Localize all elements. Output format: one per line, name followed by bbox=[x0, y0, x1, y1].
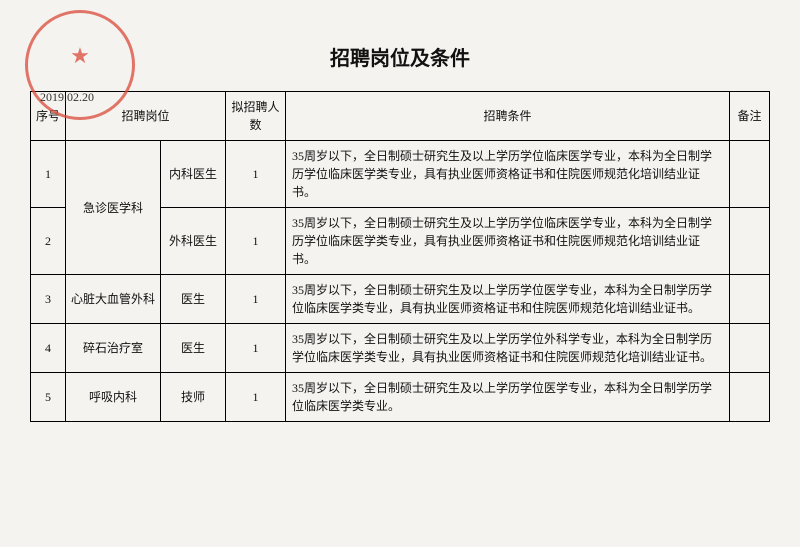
cell-req: 35周岁以下，全日制硕士研究生及以上学历学位医学专业，本科为全日制学历学位临床医… bbox=[286, 275, 730, 324]
cell-req: 35周岁以下，全日制硕士研究生及以上学历学位临床医学专业，本科为全日制学历学位临… bbox=[286, 141, 730, 208]
cell-seq: 3 bbox=[31, 275, 66, 324]
cell-note bbox=[730, 275, 770, 324]
cell-count: 1 bbox=[226, 141, 286, 208]
cell-count: 1 bbox=[226, 324, 286, 373]
cell-count: 1 bbox=[226, 275, 286, 324]
cell-note bbox=[730, 141, 770, 208]
cell-req: 35周岁以下，全日制硕士研究生及以上学历学位医学专业，本科为全日制学历学位临床医… bbox=[286, 373, 730, 422]
table-row: 4 碎石治疗室 医生 1 35周岁以下，全日制硕士研究生及以上学历学位外科学专业… bbox=[31, 324, 770, 373]
table-row: 3 心脏大血管外科 医生 1 35周岁以下，全日制硕士研究生及以上学历学位医学专… bbox=[31, 275, 770, 324]
cell-pos: 医生 bbox=[161, 275, 226, 324]
cell-req: 35周岁以下，全日制硕士研究生及以上学历学位临床医学专业，本科为全日制学历学位临… bbox=[286, 208, 730, 275]
cell-seq: 2 bbox=[31, 208, 66, 275]
cell-count: 1 bbox=[226, 208, 286, 275]
recruitment-table: 序号 招聘岗位 拟招聘人数 招聘条件 备注 1 急诊医学科 内科医生 1 35周… bbox=[30, 91, 770, 422]
cell-req: 35周岁以下，全日制硕士研究生及以上学历学位外科学专业，本科为全日制学历学位临床… bbox=[286, 324, 730, 373]
cell-dept: 心脏大血管外科 bbox=[66, 275, 161, 324]
header-note: 备注 bbox=[730, 92, 770, 141]
cell-note bbox=[730, 324, 770, 373]
table-row: 1 急诊医学科 内科医生 1 35周岁以下，全日制硕士研究生及以上学历学位临床医… bbox=[31, 141, 770, 208]
table-row: 5 呼吸内科 技师 1 35周岁以下，全日制硕士研究生及以上学历学位医学专业，本… bbox=[31, 373, 770, 422]
header-count: 拟招聘人数 bbox=[226, 92, 286, 141]
cell-note bbox=[730, 208, 770, 275]
cell-seq: 1 bbox=[31, 141, 66, 208]
cell-seq: 5 bbox=[31, 373, 66, 422]
stamp-star-icon: ★ bbox=[70, 43, 90, 69]
cell-pos: 技师 bbox=[161, 373, 226, 422]
cell-pos: 内科医生 bbox=[161, 141, 226, 208]
cell-seq: 4 bbox=[31, 324, 66, 373]
cell-note bbox=[730, 373, 770, 422]
cell-count: 1 bbox=[226, 373, 286, 422]
table-container: 序号 招聘岗位 拟招聘人数 招聘条件 备注 1 急诊医学科 内科医生 1 35周… bbox=[0, 91, 800, 422]
header-requirement: 招聘条件 bbox=[286, 92, 730, 141]
cell-dept: 呼吸内科 bbox=[66, 373, 161, 422]
date-text: 2019.02.20 bbox=[40, 90, 94, 105]
cell-pos: 医生 bbox=[161, 324, 226, 373]
cell-dept: 碎石治疗室 bbox=[66, 324, 161, 373]
cell-pos: 外科医生 bbox=[161, 208, 226, 275]
cell-dept: 急诊医学科 bbox=[66, 141, 161, 275]
header-row: 序号 招聘岗位 拟招聘人数 招聘条件 备注 bbox=[31, 92, 770, 141]
